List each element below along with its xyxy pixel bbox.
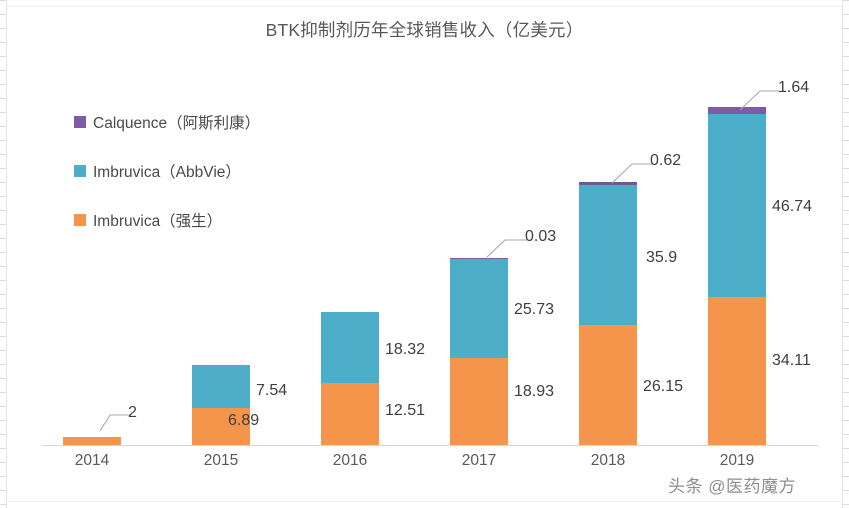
legend-label-imbruvica-abbvie: Imbruvica（AbbVie） bbox=[93, 164, 241, 181]
page-margin-line-bottom bbox=[6, 501, 842, 502]
bar-segment-orange-2018[interactable] bbox=[579, 325, 637, 445]
page-margin-line-right bbox=[842, 0, 843, 508]
legend-swatch-teal bbox=[74, 165, 86, 177]
bar-segment-purple-2019[interactable] bbox=[708, 107, 766, 114]
axis-baseline bbox=[42, 445, 818, 446]
legend-label-imbruvica-jnj: Imbruvica（强生） bbox=[93, 213, 223, 230]
page-ruler-right-ticks bbox=[843, 0, 849, 508]
bar-segment-teal-2016[interactable] bbox=[321, 312, 379, 383]
bar-segment-orange-2014[interactable] bbox=[63, 437, 121, 445]
axis-tick-2016: 2016 bbox=[332, 452, 368, 469]
page-margin-line-left bbox=[6, 0, 7, 508]
bar-segment-orange-2015[interactable] bbox=[192, 408, 250, 445]
bar-segment-teal-2019[interactable] bbox=[708, 114, 766, 297]
legend-item-imbruvica-jnj[interactable]: Imbruvica（强生） bbox=[74, 210, 260, 230]
value-label-2018-purple: 0.62 bbox=[650, 152, 682, 169]
value-label-2017-orange: 18.93 bbox=[514, 383, 555, 400]
legend-swatch-purple bbox=[74, 116, 86, 128]
value-label-2019-purple: 1.64 bbox=[778, 79, 810, 96]
value-label-2016-orange: 12.51 bbox=[385, 402, 426, 419]
watermark: 头条 @医药魔方 bbox=[668, 477, 796, 496]
axis-tick-2019: 2019 bbox=[719, 452, 755, 469]
axis-tick-2018: 2018 bbox=[590, 452, 626, 469]
axis-tick-2015: 2015 bbox=[203, 452, 239, 469]
leader-line-2017 bbox=[486, 239, 527, 258]
value-label-2019-teal: 46.74 bbox=[772, 198, 813, 215]
bar-segment-teal-2018[interactable] bbox=[579, 185, 637, 325]
value-label-2014-orange: 2 bbox=[128, 404, 137, 421]
bar-segment-orange-2017[interactable] bbox=[450, 358, 508, 445]
bar-2015[interactable] bbox=[192, 365, 250, 445]
value-label-2015-orange: 6.89 bbox=[228, 412, 260, 429]
axis-tick-2014: 2014 bbox=[74, 452, 110, 469]
legend-swatch-orange bbox=[74, 214, 86, 226]
value-label-2019-orange: 34.11 bbox=[772, 352, 811, 369]
chart-legend: Calquence（阿斯利康） Imbruvica（AbbVie） Imbruv… bbox=[74, 112, 260, 259]
chart-title: BTK抑制剂历年全球销售收入（亿美元） bbox=[265, 20, 584, 40]
leader-line-2018 bbox=[611, 163, 652, 184]
bar-2018[interactable] bbox=[579, 182, 637, 445]
value-label-2015-teal: 7.54 bbox=[256, 382, 288, 399]
page-margin-line-top bbox=[6, 6, 842, 7]
legend-label-calquence: Calquence（阿斯利康） bbox=[93, 115, 261, 132]
bar-2016[interactable] bbox=[321, 312, 379, 445]
bar-segment-orange-2019[interactable] bbox=[708, 297, 766, 445]
bar-segment-teal-2017[interactable] bbox=[450, 259, 508, 358]
bar-2019[interactable] bbox=[708, 107, 766, 445]
bar-segment-teal-2015[interactable] bbox=[192, 365, 250, 408]
page-ruler-left-ticks bbox=[0, 0, 7, 508]
value-label-2018-orange: 26.15 bbox=[643, 378, 684, 395]
leader-line-2014 bbox=[99, 414, 131, 432]
bar-segment-purple-2017[interactable] bbox=[450, 258, 508, 259]
bar-segment-orange-2016[interactable] bbox=[321, 383, 379, 445]
value-label-2016-teal: 18.32 bbox=[385, 341, 426, 358]
legend-item-calquence[interactable]: Calquence（阿斯利康） bbox=[74, 112, 260, 132]
value-label-2017-teal: 25.73 bbox=[514, 301, 555, 318]
axis-tick-2017: 2017 bbox=[461, 452, 497, 469]
bar-2017[interactable] bbox=[450, 258, 508, 445]
bar-segment-purple-2018[interactable] bbox=[579, 182, 637, 185]
bar-2014[interactable] bbox=[63, 437, 121, 445]
legend-item-imbruvica-abbvie[interactable]: Imbruvica（AbbVie） bbox=[74, 161, 260, 181]
value-label-2018-teal: 35.9 bbox=[646, 249, 678, 266]
value-label-2017-purple: 0.03 bbox=[525, 228, 557, 245]
